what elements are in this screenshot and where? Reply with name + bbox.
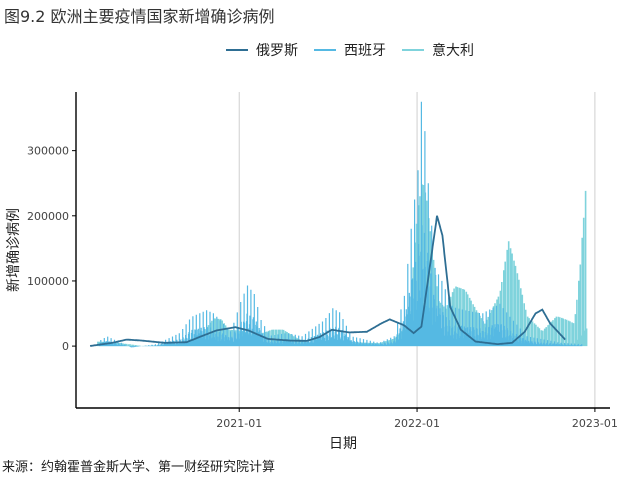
legend-key-italy (402, 49, 424, 51)
legend-label-italy: 意大利 (432, 43, 474, 59)
x-tick-label-2: 2023-01 (572, 417, 618, 430)
series-line-russia (89, 215, 566, 347)
series-0 (89, 215, 566, 347)
legend-key-russia (226, 49, 248, 51)
y-tick-label-0: 0 (62, 340, 69, 353)
y-axis-title: 新增确诊病例 (6, 208, 22, 292)
legend-label-russia: 俄罗斯 (256, 43, 298, 59)
legend-item-spain: 西班牙 (314, 40, 386, 60)
y-tick-label-1: 100000 (27, 275, 69, 288)
y-tick-label-2: 200000 (27, 210, 69, 223)
x-tick-label-1: 2022-01 (394, 417, 440, 430)
legend-key-spain (314, 49, 336, 51)
y-tick-label-3: 300000 (27, 145, 69, 158)
legend-label-spain: 西班牙 (344, 43, 386, 59)
x-axis-title: 日期 (329, 436, 357, 452)
legend-item-italy: 意大利 (402, 40, 474, 60)
source-note: 来源：约翰霍普金斯大学、第一财经研究院计算 (2, 460, 276, 475)
chart-title: 图9.2 欧洲主要疫情国家新增确诊病例 (4, 7, 275, 26)
legend: 俄罗斯 西班牙 意大利 (226, 40, 474, 60)
legend-item-russia: 俄罗斯 (226, 40, 298, 60)
x-tick-label-0: 2021-01 (216, 417, 262, 430)
